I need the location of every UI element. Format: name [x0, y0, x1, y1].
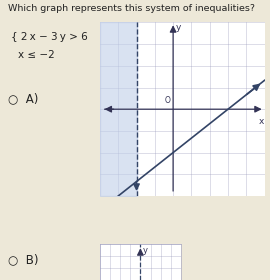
- Text: x ≤ −2: x ≤ −2: [18, 50, 54, 60]
- Text: { 2 x − 3 y > 6: { 2 x − 3 y > 6: [11, 32, 87, 42]
- Text: ○  A): ○ A): [8, 92, 39, 105]
- Text: x: x: [258, 117, 264, 126]
- Text: ○  B): ○ B): [8, 253, 39, 266]
- Text: O: O: [165, 96, 171, 105]
- Text: Which graph represents this system of inequalities?: Which graph represents this system of in…: [8, 4, 255, 13]
- Text: y: y: [176, 24, 181, 32]
- Text: y: y: [143, 246, 147, 255]
